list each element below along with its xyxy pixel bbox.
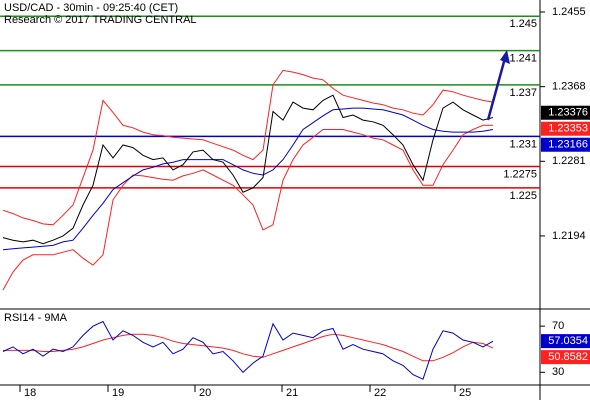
y-tick-label: 1.2368 xyxy=(552,81,586,93)
level-label: 1.245 xyxy=(509,18,537,30)
x-tick-label: 19 xyxy=(112,387,124,399)
y-tick-label: 1.2455 xyxy=(552,6,586,18)
series-line xyxy=(2,94,494,245)
level-label: 1.231 xyxy=(509,138,537,150)
y-tick-label: 30 xyxy=(552,366,564,378)
plot-layer: 1.2455 1.2368 1.2281 1.2194 1.245 1.241 1.237 1… xyxy=(0,6,590,399)
last-value-label: 57.0354 xyxy=(548,335,588,347)
y-tick-label: 70 xyxy=(552,320,564,332)
level-label: 1.2275 xyxy=(503,168,537,180)
chart-subtitle: Research © 2017 TRADING CENTRAL xyxy=(4,14,197,26)
last-value-label: 1.23353 xyxy=(548,123,588,135)
x-tick-label: 20 xyxy=(199,387,211,399)
last-value-label: 50.8582 xyxy=(548,351,588,363)
last-value-box xyxy=(541,121,590,136)
series-line xyxy=(2,69,494,226)
x-tick-label: 18 xyxy=(24,387,36,399)
y-tick-label: 1.2194 xyxy=(552,230,586,242)
x-tick-label: 21 xyxy=(286,387,298,399)
series-line xyxy=(3,333,494,362)
last-value-box xyxy=(541,350,590,365)
x-tick-label: 22 xyxy=(374,387,386,399)
last-value-box xyxy=(541,105,590,120)
x-tick-label: 25 xyxy=(459,387,471,399)
chart-title: USD/CAD - 30min - 09:25:40 (CET) xyxy=(4,2,178,14)
series-line xyxy=(2,107,494,251)
forecast-arrowhead xyxy=(500,50,510,64)
last-value-label: 1.23376 xyxy=(548,107,588,119)
series-line xyxy=(2,124,493,291)
last-value-box xyxy=(541,137,590,152)
forecast-arrow xyxy=(486,57,507,121)
rsi-title: RSI14 - 9MA xyxy=(4,312,68,324)
level-label: 1.241 xyxy=(509,53,537,65)
series-line xyxy=(2,320,494,380)
y-tick-label: 1.2281 xyxy=(552,155,586,167)
level-label: 1.225 xyxy=(509,190,537,202)
level-label: 1.237 xyxy=(509,87,537,99)
last-value-box xyxy=(541,334,590,349)
last-value-label: 1.23166 xyxy=(548,139,588,151)
